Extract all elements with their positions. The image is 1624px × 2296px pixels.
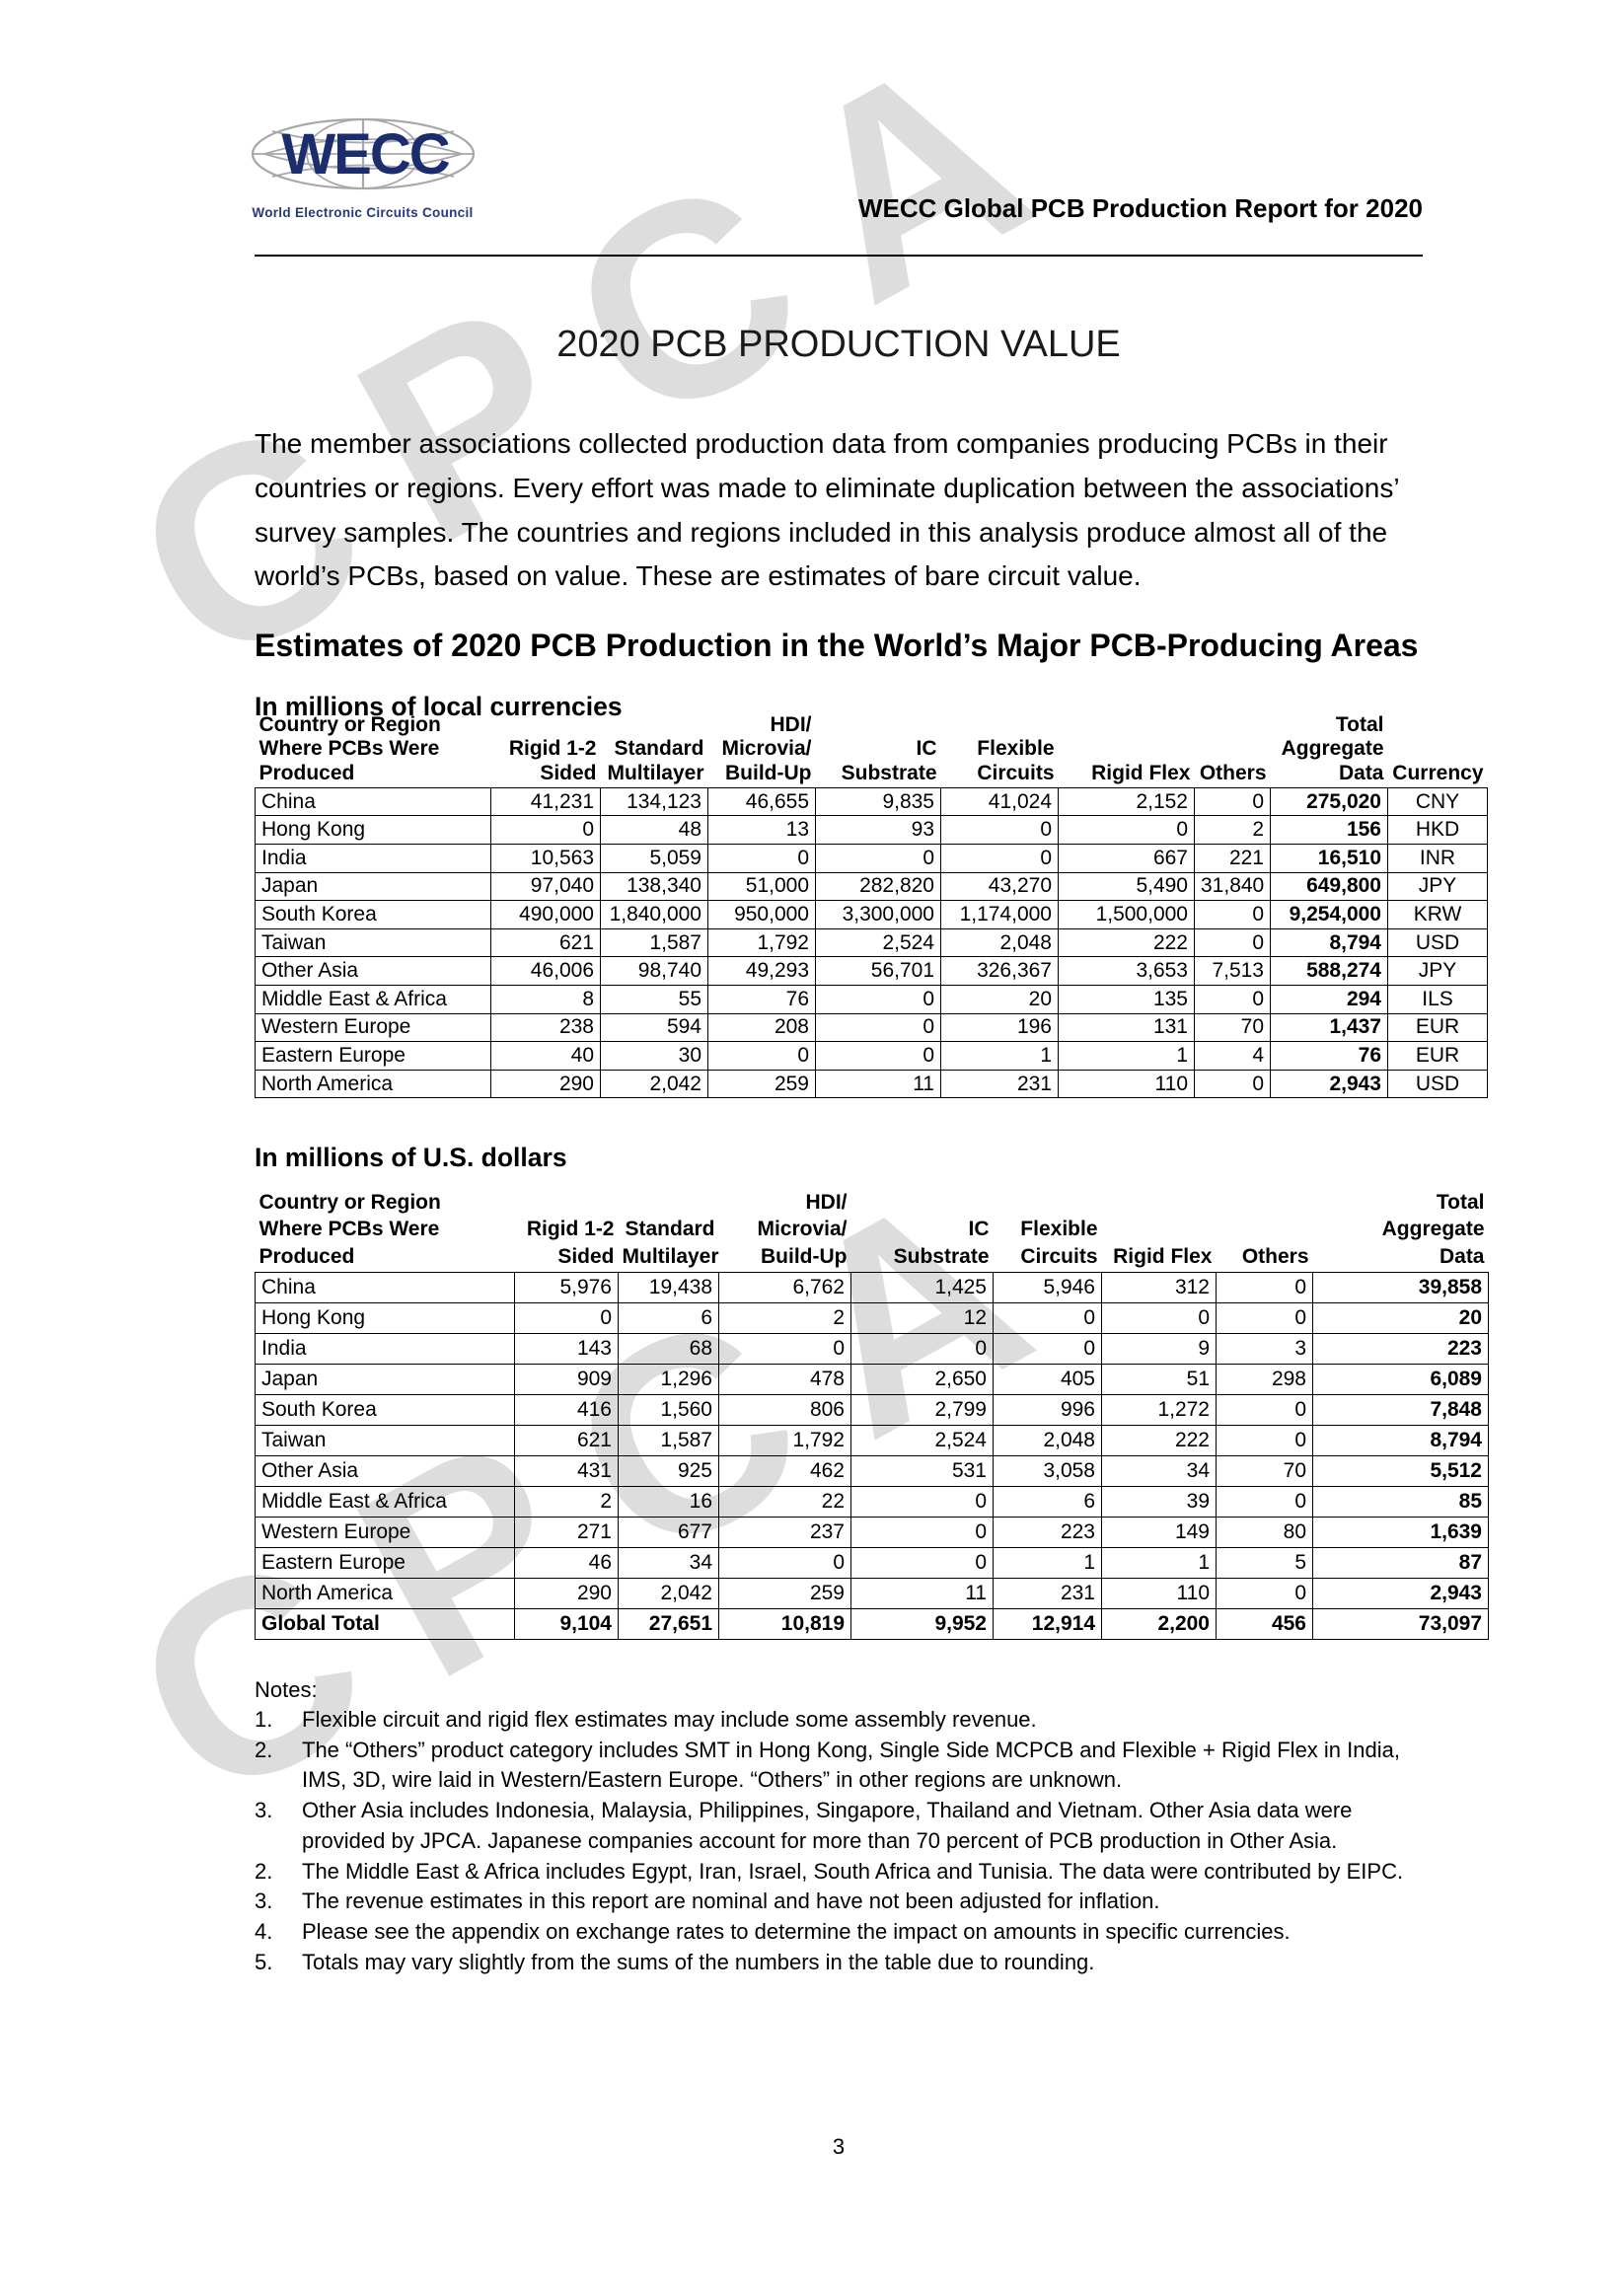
svg-text:WECC: WECC (281, 122, 449, 186)
